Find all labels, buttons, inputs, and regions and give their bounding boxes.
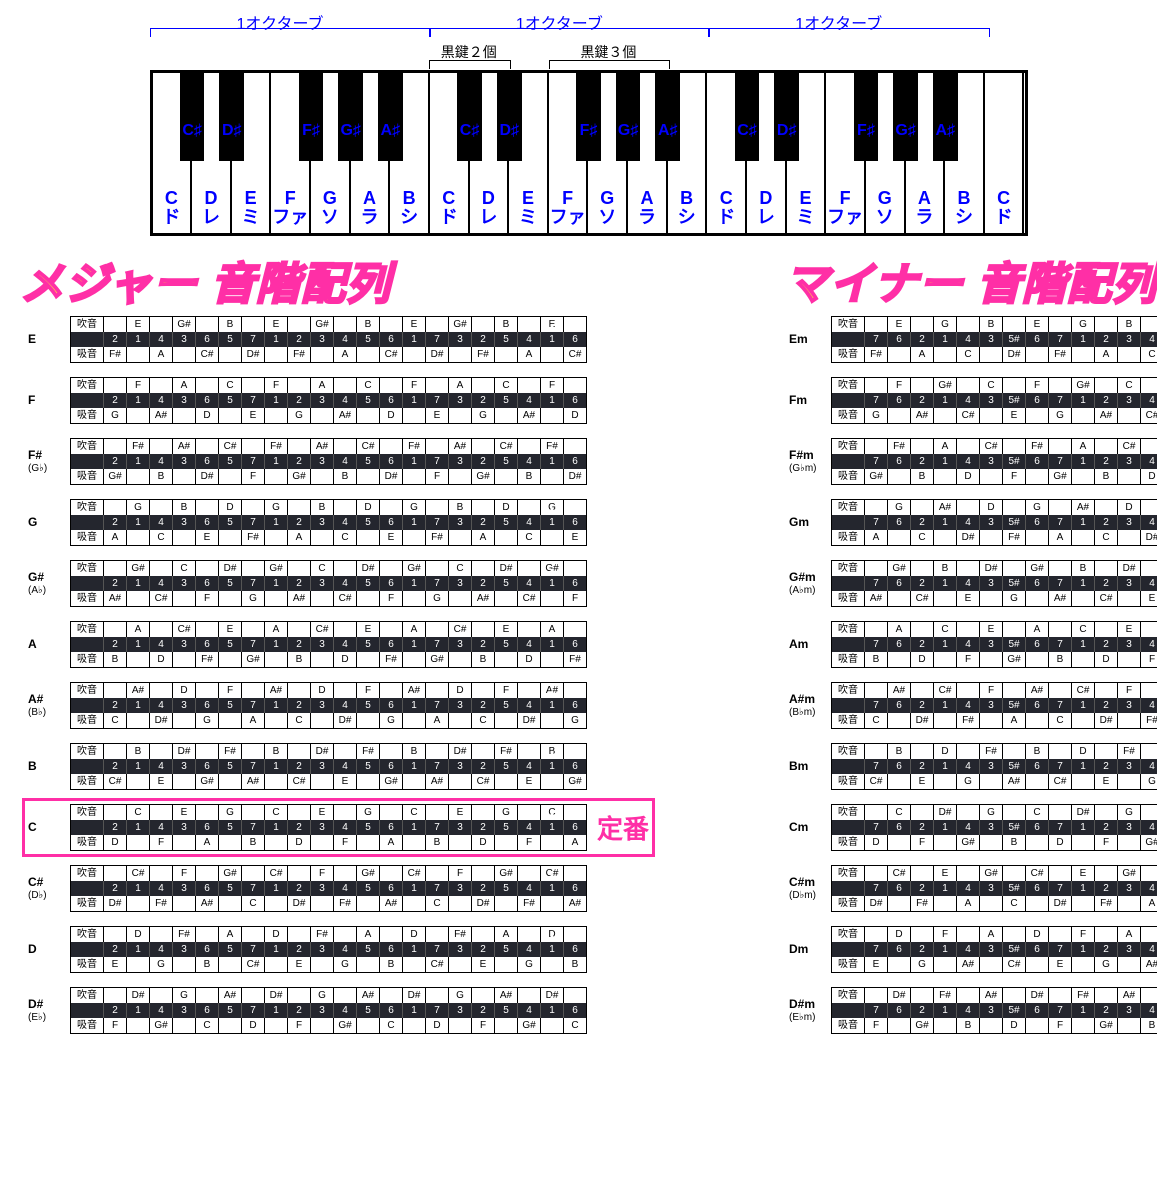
- key-label: D#m(E♭m): [789, 998, 831, 1022]
- key-chart: E吹音EG#BEG#BEG#BE214365712345617325416吸音F…: [28, 316, 649, 363]
- black-key: [854, 73, 879, 161]
- key-label: D#(E♭): [28, 998, 70, 1022]
- chart-grid: 吹音EGBEGBEGBE7621435#67123465#173264吸音F#A…: [831, 316, 1157, 363]
- key-chart: C#m(D♭m)吹音C#EG#C#EG#C#EG#C#7621435#67123…: [789, 865, 1157, 912]
- white-key: Cド: [985, 73, 1025, 233]
- title-row: メジャー 音階配列 マイナー 音階配列: [20, 248, 1157, 312]
- key-chart: G吹音GBDGBDGBDG214365712345617325416吸音ACEF…: [28, 499, 649, 546]
- key-chart: A吹音AC#EAC#EAC#EA214365712345617325416吸音B…: [28, 621, 649, 668]
- key-label: C#m(D♭m): [789, 876, 831, 900]
- key-chart: Fm吹音FG#CFG#CFG#CF7621435#67123465#173264…: [789, 377, 1157, 424]
- key-chart: G#(A♭)吹音G#CD#G#CD#G#CD#G#214365712345617…: [28, 560, 649, 607]
- key-label: Bm: [789, 760, 831, 773]
- minor-column: Em吹音EGBEGBEGBE7621435#67123465#173264吸音F…: [789, 316, 1157, 1048]
- chart-grid: 吹音C#FG#C#FG#C#FG#C#214365712345617325416…: [70, 865, 587, 912]
- major-title: メジャー 音階配列: [20, 248, 391, 312]
- key-label: G#m(A♭m): [789, 571, 831, 595]
- key-label: G: [28, 516, 70, 529]
- black-key: [655, 73, 680, 161]
- key-label: A#(B♭): [28, 693, 70, 717]
- key-chart: Em吹音EGBEGBEGBE7621435#67123465#173264吸音F…: [789, 316, 1157, 363]
- key-label: F#(G♭): [28, 449, 70, 473]
- chart-grid: 吹音AC#EAC#EAC#EA214365712345617325416吸音BD…: [70, 621, 587, 668]
- key-label: Gm: [789, 516, 831, 529]
- key-chart: Bm吹音BDF#BDF#BDF#B7621435#67123465#173264…: [789, 743, 1157, 790]
- chart-grid: 吹音G#CD#G#CD#G#CD#G#214365712345617325416…: [70, 560, 587, 607]
- key-label: B: [28, 760, 70, 773]
- key-chart: C吹音CEGCEGCEGC214365712345617325416吸音DFAB…: [28, 804, 649, 851]
- key-chart: G#m(A♭m)吹音G#BD#G#BD#G#BD#G#7621435#67123…: [789, 560, 1157, 607]
- key-label: E: [28, 333, 70, 346]
- key-chart: F吹音FACFACFACF214365712345617325416吸音GA#D…: [28, 377, 649, 424]
- key-label: Fm: [789, 394, 831, 407]
- chart-grid: 吹音GA#DGA#DGA#DG7621435#67123465#173264吸音…: [831, 499, 1157, 546]
- key-chart: Cm吹音CD#GCD#GCD#GC7621435#67123465#173264…: [789, 804, 1157, 851]
- minor-title: マイナー 音階配列: [785, 248, 1157, 312]
- black-key: [180, 73, 205, 161]
- black-key: [338, 73, 363, 161]
- key-chart: D#(E♭)吹音D#GA#D#GA#D#GA#D#214365712345617…: [28, 987, 649, 1034]
- key-chart: F#m(G♭m)吹音F#AC#F#AC#F#AC#F#7621435#67123…: [789, 438, 1157, 485]
- black-key: [497, 73, 522, 161]
- key-chart: Gm吹音GA#DGA#DGA#DG7621435#67123465#173264…: [789, 499, 1157, 546]
- key-chart: D吹音DF#ADF#ADF#AD214365712345617325416吸音E…: [28, 926, 649, 973]
- key-label: Cm: [789, 821, 831, 834]
- key-label: F#m(G♭m): [789, 449, 831, 473]
- chart-grid: 吹音DF#ADF#ADF#AD214365712345617325416吸音EG…: [70, 926, 587, 973]
- black-key: [378, 73, 403, 161]
- key-chart: A#(B♭)吹音A#DFA#DFA#DFA#214365712345617325…: [28, 682, 649, 729]
- chart-grid: 吹音F#AC#F#AC#F#AC#F#7621435#67123465#1732…: [831, 438, 1157, 485]
- key-chart: Am吹音ACEACEACEA7621435#67123465#173264吸音B…: [789, 621, 1157, 668]
- black-key: [735, 73, 760, 161]
- black-key: [219, 73, 244, 161]
- chart-grid: 吹音F#A#C#F#A#C#F#A#C#F#214365712345617325…: [70, 438, 587, 485]
- chart-grid: 吹音CEGCEGCEGC214365712345617325416吸音DFABD…: [70, 804, 587, 851]
- key-label: C#(D♭): [28, 876, 70, 900]
- chart-grid: 吹音A#C#FA#C#FA#C#FA#7621435#67123465#1732…: [831, 682, 1157, 729]
- black-key: [893, 73, 918, 161]
- chart-grid: 吹音CD#GCD#GCD#GC7621435#67123465#173264吸音…: [831, 804, 1157, 851]
- key-label: F: [28, 394, 70, 407]
- chart-grid: 吹音FG#CFG#CFG#CF7621435#67123465#173264吸音…: [831, 377, 1157, 424]
- key-chart: A#m(B♭m)吹音A#C#FA#C#FA#C#FA#7621435#67123…: [789, 682, 1157, 729]
- key-label: Em: [789, 333, 831, 346]
- key-chart: F#(G♭)吹音F#A#C#F#A#C#F#A#C#F#214365712345…: [28, 438, 649, 485]
- key-label: C: [28, 821, 70, 834]
- black-key: [616, 73, 641, 161]
- chart-grid: 吹音D#GA#D#GA#D#GA#D#214365712345617325416…: [70, 987, 587, 1034]
- chart-grid: 吹音C#EG#C#EG#C#EG#C#7621435#67123465#1732…: [831, 865, 1157, 912]
- keyboard-diagram: 1オクターブ1オクターブ1オクターブ 黒鍵２個黒鍵３個 CドDレEミFファGソA…: [150, 10, 1028, 236]
- chart-grid: 吹音A#DFA#DFA#DFA#214365712345617325416吸音C…: [70, 682, 587, 729]
- black-key: [576, 73, 601, 161]
- chart-grid: 吹音BD#F#BD#F#BD#F#B214365712345617325416吸…: [70, 743, 587, 790]
- chart-grid: 吹音BDF#BDF#BDF#B7621435#67123465#173264吸音…: [831, 743, 1157, 790]
- key-chart: B吹音BD#F#BD#F#BD#F#B214365712345617325416…: [28, 743, 649, 790]
- key-label: D: [28, 943, 70, 956]
- black-key: [299, 73, 324, 161]
- key-label: Am: [789, 638, 831, 651]
- major-column: E吹音EG#BEG#BEG#BE214365712345617325416吸音F…: [28, 316, 649, 1048]
- key-chart: D#m(E♭m)吹音D#F#A#D#F#A#D#F#A#D#7621435#67…: [789, 987, 1157, 1034]
- charts-columns: E吹音EG#BEG#BEG#BE214365712345617325416吸音F…: [28, 316, 1149, 1048]
- highlight-label: 定番: [597, 809, 649, 846]
- key-label: G#(A♭): [28, 571, 70, 595]
- chart-grid: 吹音ACEACEACEA7621435#67123465#173264吸音BDF…: [831, 621, 1157, 668]
- chart-grid: 吹音EG#BEG#BEG#BE214365712345617325416吸音F#…: [70, 316, 587, 363]
- chart-grid: 吹音FACFACFACF214365712345617325416吸音GA#DE…: [70, 377, 587, 424]
- key-label: Dm: [789, 943, 831, 956]
- black-key: [457, 73, 482, 161]
- black-key: [933, 73, 958, 161]
- black-key: [774, 73, 799, 161]
- key-chart: Dm吹音DFADFADFAD7621435#67123465#173264吸音E…: [789, 926, 1157, 973]
- chart-grid: 吹音DFADFADFAD7621435#67123465#173264吸音EGA…: [831, 926, 1157, 973]
- chart-grid: 吹音G#BD#G#BD#G#BD#G#7621435#67123465#1732…: [831, 560, 1157, 607]
- key-label: A#m(B♭m): [789, 693, 831, 717]
- chart-grid: 吹音GBDGBDGBDG214365712345617325416吸音ACEF#…: [70, 499, 587, 546]
- key-chart: C#(D♭)吹音C#FG#C#FG#C#FG#C#214365712345617…: [28, 865, 649, 912]
- chart-grid: 吹音D#F#A#D#F#A#D#F#A#D#7621435#67123465#1…: [831, 987, 1157, 1034]
- key-label: A: [28, 638, 70, 651]
